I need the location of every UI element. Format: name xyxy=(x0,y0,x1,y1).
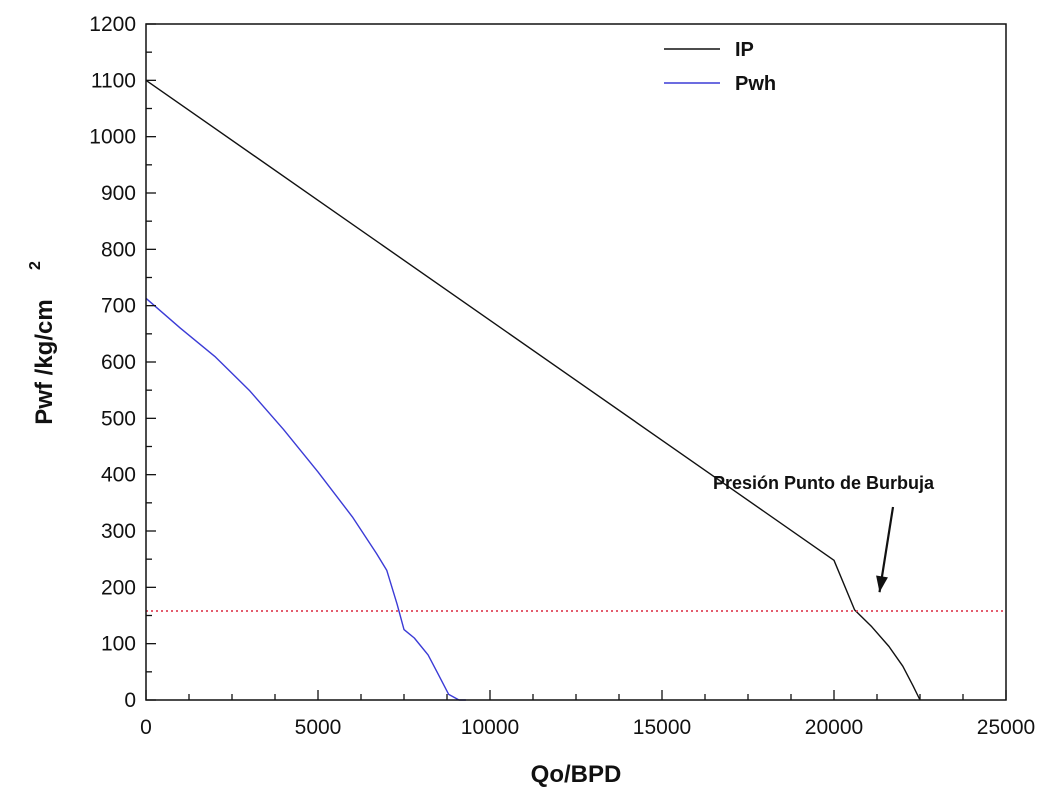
x-tick-label: 10000 xyxy=(461,716,519,739)
y-tick-label: 600 xyxy=(101,351,136,374)
x-tick-label: 25000 xyxy=(977,716,1035,739)
x-tick-label: 5000 xyxy=(295,716,342,739)
y-tick-label: 200 xyxy=(101,576,136,599)
y-tick-label: 700 xyxy=(101,295,136,318)
y-axis: 0 100 200 300 400 500 600 700 800 900 1000 1100 1200 xyxy=(89,13,156,712)
series-line-pwh xyxy=(145,297,466,701)
legend-label-ip: IP xyxy=(735,39,754,61)
y-tick-label: 500 xyxy=(101,407,136,430)
y-tick-label: 0 xyxy=(124,689,136,712)
y-tick-label: 1200 xyxy=(89,13,136,36)
annotation-text: Presión Punto de Burbuja xyxy=(713,473,935,493)
y-tick-label: 100 xyxy=(101,633,136,656)
y-axis-title: Pwf /kg/cm 2 xyxy=(27,261,58,425)
y-tick-label: 900 xyxy=(101,182,136,205)
x-tick-label: 20000 xyxy=(805,716,863,739)
x-axis: 0 5000 10000 15000 20000 25000 xyxy=(140,690,1035,739)
annotation-arrow-head xyxy=(876,575,888,593)
y-axis-title-superscript: 2 xyxy=(27,261,44,270)
series-layer xyxy=(145,79,1006,701)
y-tick-label: 1100 xyxy=(91,69,136,92)
y-tick-label: 300 xyxy=(101,520,136,543)
x-axis-title: Qo/BPD xyxy=(531,761,622,788)
y-tick-label: 800 xyxy=(101,238,136,261)
x-tick-label: 15000 xyxy=(633,716,691,739)
y-tick-label: 400 xyxy=(101,464,136,487)
x-tick-label: 0 xyxy=(140,716,152,739)
legend: IP Pwh xyxy=(664,39,776,95)
annotation-layer: Presión Punto de Burbuja xyxy=(713,473,935,593)
y-axis-title-main: Pwf /kg/cm xyxy=(31,299,58,424)
series-line-ip xyxy=(145,79,921,701)
y-tick-label: 1000 xyxy=(89,126,136,149)
legend-label-pwh: Pwh xyxy=(735,73,776,95)
